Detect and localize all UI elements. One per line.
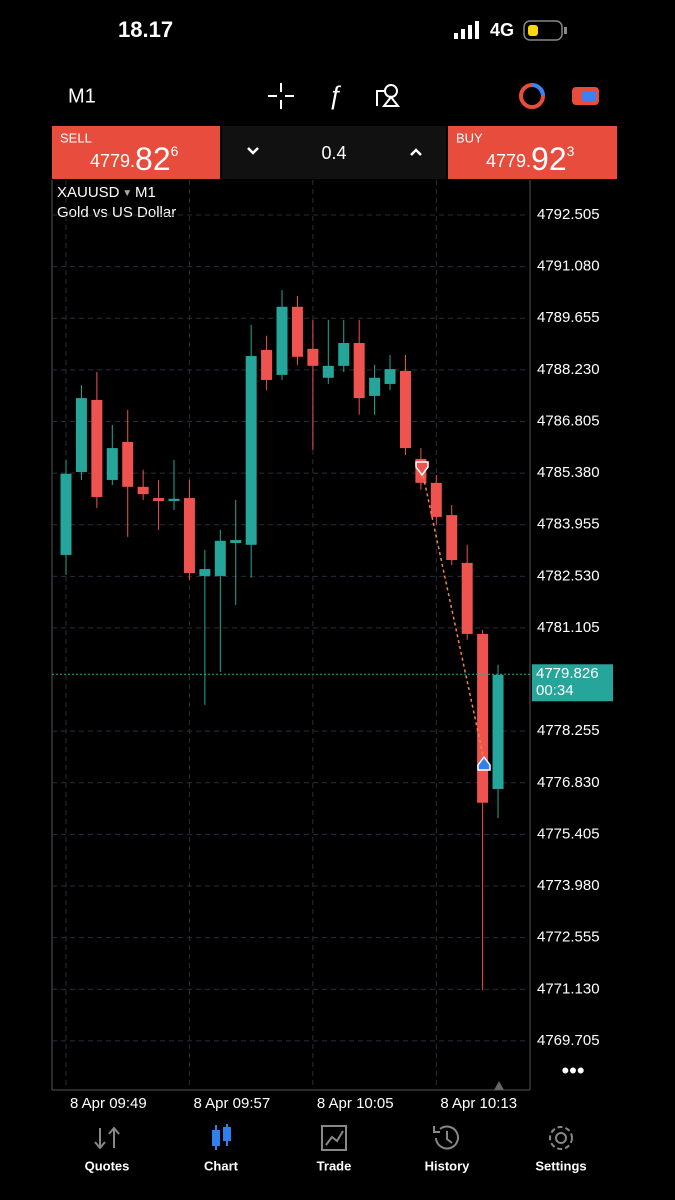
candle-body [91, 399, 103, 497]
network: 4G [490, 20, 514, 40]
buy-button[interactable] [448, 126, 617, 179]
candle-body [183, 498, 195, 574]
battery [523, 20, 567, 41]
tab-label[interactable]: Chart [204, 1158, 239, 1173]
tab-label[interactable]: History [425, 1158, 471, 1173]
trade-markers [415, 461, 491, 771]
candle-body [446, 515, 458, 561]
candle-body [399, 370, 411, 449]
candle-body [261, 349, 273, 380]
candle-body [60, 473, 72, 555]
candle-body [122, 441, 134, 487]
y-tick-label: 4776.830 [537, 774, 600, 791]
clock: 18.17 [118, 17, 173, 42]
y-tick-label: 4778.255 [537, 722, 600, 739]
candle-body [245, 356, 257, 545]
candle-body [430, 482, 442, 517]
scroll-marker [494, 1081, 504, 1090]
candle-body [230, 540, 242, 543]
candle-body [307, 348, 319, 366]
tab-icons [94, 1124, 573, 1151]
x-tick-label: 8 Apr 09:49 [70, 1095, 147, 1112]
candle-body [461, 562, 473, 634]
buy-label: BUY [456, 130, 483, 145]
candle-body [492, 674, 504, 789]
y-tick-label: 4773.980 [537, 877, 600, 894]
candle-body [322, 365, 334, 378]
candle-body [384, 369, 396, 384]
y-tick-label: 4786.805 [537, 412, 600, 429]
volume[interactable]: 0.4 [321, 143, 346, 163]
volume-up[interactable] [410, 148, 422, 156]
y-tick-label: 4792.505 [537, 206, 600, 223]
y-tick-label: 4789.655 [537, 309, 600, 326]
indicators-button[interactable]: ƒ [328, 80, 342, 110]
buy-price: 4779.923 [486, 141, 575, 177]
timer-label: 00:34 [536, 682, 574, 699]
y-tick-label: 4775.405 [537, 825, 600, 842]
candle-body [75, 398, 87, 472]
timeframe[interactable]: M1 [68, 85, 96, 107]
account-icon[interactable] [519, 83, 545, 109]
sell-label: SELL [60, 130, 92, 145]
tab-bar: Quotes Chart Trade History Settings [85, 1158, 587, 1173]
volume-box [222, 126, 446, 179]
candle-body [477, 633, 489, 803]
y-tick-label: 4772.555 [537, 929, 600, 946]
symbol: XAUUSD ▼ M1 [57, 184, 156, 201]
last-price-label: 4779.826 [536, 665, 599, 682]
candle-body [214, 540, 226, 576]
candle-body [338, 343, 350, 366]
y-tick-label: 4783.955 [537, 516, 600, 533]
y-tick-label: 4791.080 [537, 258, 600, 275]
candle-body [106, 448, 118, 480]
candle-body [137, 486, 149, 495]
y-tick-label: 4769.705 [537, 1032, 600, 1049]
x-tick-label: 8 Apr 09:57 [193, 1095, 270, 1112]
y-tick-label: 4782.530 [537, 567, 600, 584]
trade-icon[interactable] [572, 87, 599, 105]
plot: 4792.505 4791.080 4789.655 4788.230 4786.805… [52, 180, 613, 1112]
more-button[interactable]: ••• [561, 1058, 584, 1083]
candle-body [369, 377, 381, 396]
tab-label[interactable]: Settings [535, 1158, 586, 1173]
objects-button[interactable] [376, 84, 401, 107]
sell-price: 4779.826 [90, 141, 179, 177]
candle-body [168, 498, 180, 501]
x-tick-label: 8 Apr 10:05 [317, 1095, 394, 1112]
last-price-box [532, 664, 613, 702]
candle-body [291, 306, 303, 357]
y-tick-label: 4788.230 [537, 361, 600, 378]
symbol-description: Gold vs US Dollar [57, 204, 176, 221]
tab-label[interactable]: Quotes [85, 1158, 130, 1173]
y-tick-label: 4785.380 [537, 464, 600, 481]
y-tick-label: 4771.130 [537, 980, 600, 997]
candle-body [153, 498, 165, 501]
volume-down[interactable] [247, 147, 259, 155]
crosshair-button[interactable] [268, 83, 294, 109]
y-tick-label: 4781.105 [537, 619, 600, 636]
signal [454, 21, 479, 39]
candle-body [353, 343, 365, 399]
x-tick-label: 8 Apr 10:13 [440, 1095, 517, 1112]
chart-frame [51, 180, 531, 1091]
candle-body [199, 569, 211, 576]
tab-label[interactable]: Trade [317, 1158, 352, 1173]
sell-button[interactable] [52, 126, 220, 179]
candle-body [276, 306, 288, 375]
